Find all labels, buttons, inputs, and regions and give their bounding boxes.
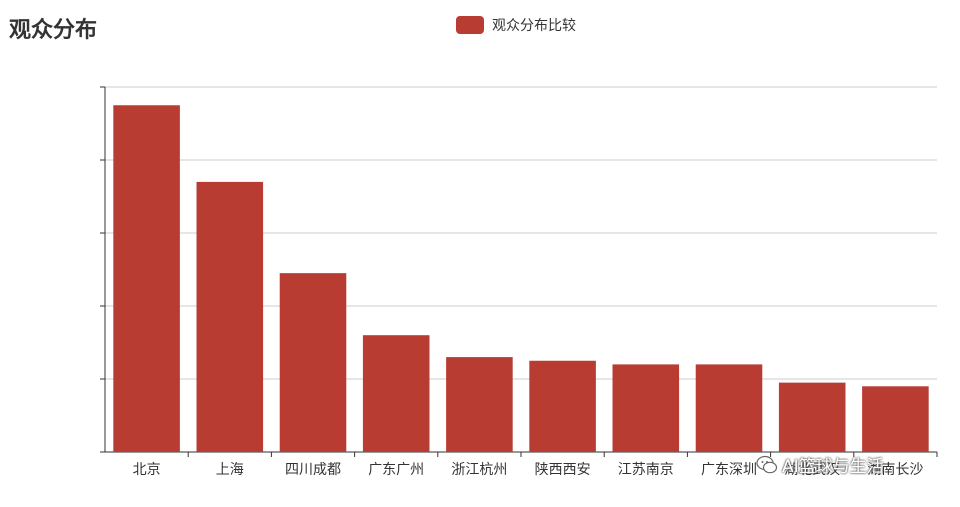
x-tick-label: 上海 (216, 462, 244, 478)
bar (778, 382, 846, 452)
watermark: AI篮球与生活 (756, 452, 884, 477)
x-tick-label: 广东广州 (368, 462, 424, 478)
bar (612, 364, 680, 452)
x-tick-label: 广东深圳 (701, 462, 757, 478)
x-tick-label: 北京 (133, 462, 161, 478)
x-tick-label: 江苏南京 (618, 462, 674, 478)
legend-swatch (456, 16, 484, 34)
x-tick-label: 湖南长沙 (867, 462, 923, 478)
bar (862, 386, 929, 452)
x-tick-label: 陕西西安 (535, 462, 591, 478)
bar (529, 360, 596, 452)
bar (279, 273, 347, 452)
x-tick-label: 浙江杭州 (451, 462, 507, 478)
bar (362, 335, 430, 452)
bar (695, 364, 763, 452)
watermark-text: AI篮球与生活 (782, 457, 884, 477)
legend-label: 观众分布比较 (492, 18, 576, 34)
chart-title: 观众分布 (9, 18, 98, 43)
x-tick-label: 四川成都 (285, 462, 341, 478)
bar (196, 181, 264, 452)
legend[interactable]: 观众分布比较 (456, 15, 576, 35)
wechat-icon (756, 455, 778, 473)
x-tick-label: 湖北武汉 (784, 462, 840, 478)
bar (113, 105, 180, 452)
bar (446, 357, 513, 452)
